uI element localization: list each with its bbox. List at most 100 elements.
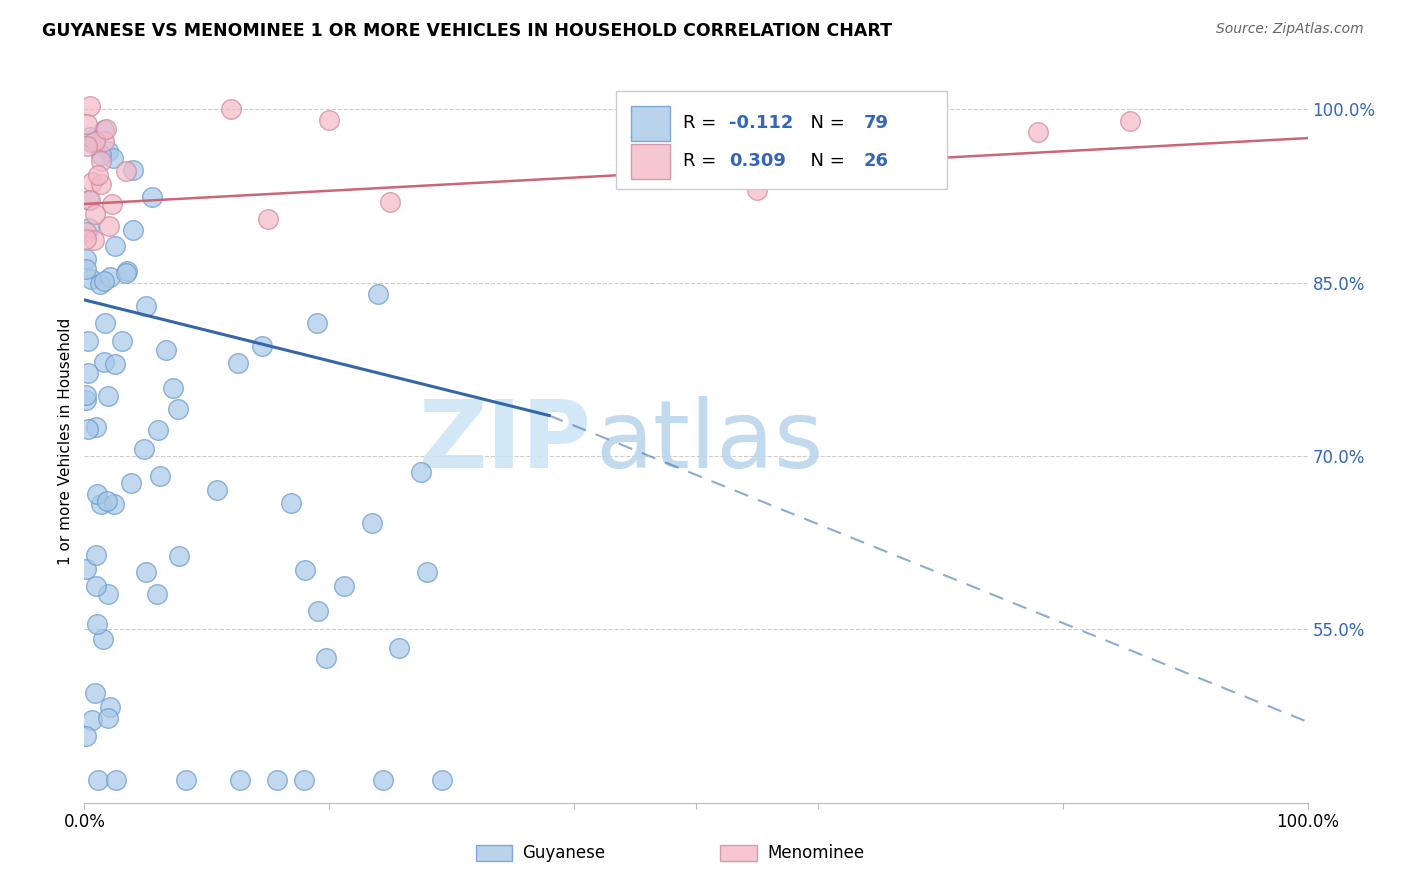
Point xyxy=(307,604,329,618)
Point xyxy=(98,700,121,714)
Point xyxy=(869,154,891,169)
Point xyxy=(226,356,249,370)
Text: GUYANESE VS MENOMINEE 1 OR MORE VEHICLES IN HOUSEHOLD CORRELATION CHART: GUYANESE VS MENOMINEE 1 OR MORE VEHICLES… xyxy=(42,22,893,40)
Point xyxy=(80,136,103,150)
Point xyxy=(155,343,177,357)
Point xyxy=(114,164,136,178)
Point xyxy=(101,196,124,211)
Point xyxy=(75,262,97,277)
Point xyxy=(75,225,97,239)
Point xyxy=(104,357,127,371)
Text: N =: N = xyxy=(799,153,851,170)
Bar xyxy=(616,91,946,189)
Point xyxy=(86,486,108,500)
Point xyxy=(117,263,139,277)
Point xyxy=(77,422,100,436)
Point xyxy=(75,393,97,408)
Point xyxy=(219,102,242,116)
Point xyxy=(84,579,107,593)
Text: N =: N = xyxy=(799,114,851,132)
Text: atlas: atlas xyxy=(596,395,824,488)
Point xyxy=(83,207,105,221)
Point xyxy=(84,420,107,434)
Text: Menominee: Menominee xyxy=(766,845,865,863)
Point xyxy=(294,563,316,577)
Point xyxy=(98,270,121,285)
Point xyxy=(1028,125,1050,139)
Bar xyxy=(475,846,513,862)
Point xyxy=(75,562,97,576)
Point xyxy=(76,138,98,153)
Point xyxy=(114,266,136,280)
Text: R =: R = xyxy=(682,153,721,170)
Point xyxy=(96,122,118,136)
Point xyxy=(167,401,190,416)
Point xyxy=(167,549,190,564)
Text: 26: 26 xyxy=(863,153,889,170)
Point xyxy=(86,616,108,631)
Point xyxy=(132,442,155,456)
Point xyxy=(250,339,273,353)
Point xyxy=(388,640,411,655)
Point xyxy=(91,632,114,647)
Point xyxy=(90,148,112,162)
Point xyxy=(84,686,107,700)
Point xyxy=(97,710,120,724)
Point xyxy=(229,772,252,787)
Point xyxy=(266,772,288,787)
Text: Source: ZipAtlas.com: Source: ZipAtlas.com xyxy=(1216,22,1364,37)
Point xyxy=(89,277,111,291)
Point xyxy=(280,496,302,510)
Point xyxy=(94,316,117,330)
Bar xyxy=(720,846,758,862)
Point xyxy=(409,465,432,479)
Point xyxy=(135,299,157,313)
Point xyxy=(87,168,110,182)
Point xyxy=(135,565,157,579)
Point xyxy=(79,129,101,144)
Point xyxy=(93,274,115,288)
Point xyxy=(305,316,328,330)
Text: -0.112: -0.112 xyxy=(728,114,793,132)
Point xyxy=(176,772,198,787)
Point xyxy=(104,239,127,253)
Point xyxy=(80,272,103,286)
Bar xyxy=(631,106,671,141)
Point xyxy=(747,183,769,197)
Point xyxy=(79,98,101,112)
Point xyxy=(162,381,184,395)
Y-axis label: 1 or more Vehicles in Household: 1 or more Vehicles in Household xyxy=(58,318,73,566)
Point xyxy=(75,232,97,246)
Text: 79: 79 xyxy=(863,114,889,132)
Point xyxy=(77,193,100,207)
Point xyxy=(77,220,100,235)
Point xyxy=(104,772,127,787)
Point xyxy=(146,587,169,601)
Point xyxy=(292,772,315,787)
Point xyxy=(77,334,100,348)
Point xyxy=(257,212,280,227)
Point xyxy=(87,772,110,787)
Point xyxy=(84,134,107,148)
Text: Guyanese: Guyanese xyxy=(522,845,606,863)
Point xyxy=(90,153,112,168)
Point xyxy=(80,713,103,727)
Point xyxy=(90,177,112,191)
Point xyxy=(96,144,118,158)
Point xyxy=(75,388,97,402)
Point xyxy=(79,194,101,208)
Point xyxy=(90,497,112,511)
Point xyxy=(361,516,384,531)
Point xyxy=(371,772,394,787)
Point xyxy=(75,252,97,266)
Point xyxy=(430,772,453,787)
Point xyxy=(146,423,169,437)
Point xyxy=(83,234,105,248)
Point xyxy=(93,355,115,369)
Point xyxy=(76,366,98,380)
Point xyxy=(80,175,103,189)
Point xyxy=(96,493,118,508)
Point xyxy=(416,566,439,580)
Point xyxy=(93,123,115,137)
Point xyxy=(111,334,134,348)
